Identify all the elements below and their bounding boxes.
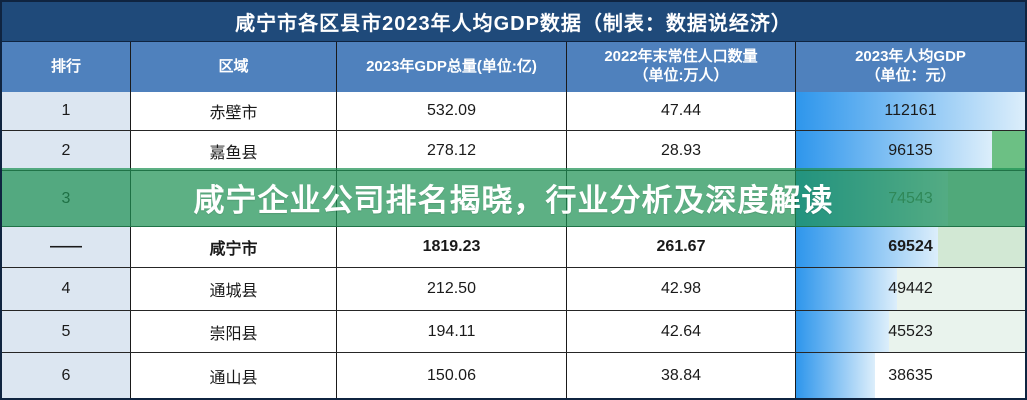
gdp-cell: 532.09 <box>337 92 567 130</box>
title-bar: 咸宁市各区县市2023年人均GDP数据（制表：数据说经济） <box>2 2 1025 42</box>
population-cell: 261.67 <box>567 227 796 267</box>
per-capita-cell: 45523 <box>796 311 1025 352</box>
column-header-per-capita: 2023年人均GDP （单位：元） <box>855 48 966 84</box>
data-bar <box>796 227 938 267</box>
promo-banner-overlay: 咸宁企业公司排名揭晓，行业分析及深度解读 <box>2 168 1025 227</box>
per-capita-cell: 38635 <box>796 353 1025 398</box>
column-header-region: 区域 <box>131 42 337 92</box>
table-header-row: 排行 区域 2023年GDP总量(单位:亿) 2022年末常住人口数量 （单位:… <box>2 42 1025 92</box>
per-capita-cell: 49442 <box>796 268 1025 310</box>
data-bar <box>796 311 889 352</box>
per-capita-cell: 69524 <box>796 227 1025 267</box>
data-bar <box>796 353 875 398</box>
region-cell: 赤壁市 <box>131 92 337 130</box>
population-cell: 38.84 <box>567 353 796 398</box>
table-row: 5 崇阳县 194.11 42.64 45523 <box>2 311 1025 353</box>
rank-cell: 5 <box>2 311 131 352</box>
table-row: 6 通山县 150.06 38.84 38635 <box>2 353 1025 398</box>
gdp-cell: 212.50 <box>337 268 567 310</box>
data-bar <box>796 268 897 310</box>
region-cell: 通山县 <box>131 353 337 398</box>
gdp-cell: 150.06 <box>337 353 567 398</box>
population-cell: 42.64 <box>567 311 796 352</box>
population-cell: 47.44 <box>567 92 796 130</box>
region-cell: 咸宁市 <box>131 227 337 267</box>
rank-cell: 1 <box>2 92 131 130</box>
table-row: 1 赤壁市 532.09 47.44 112161 <box>2 92 1025 131</box>
data-bar <box>796 92 1025 130</box>
column-header-gdp: 2023年GDP总量(单位:亿) <box>337 42 567 92</box>
gdp-cell: 1819.23 <box>337 227 567 267</box>
region-cell: 崇阳县 <box>131 311 337 352</box>
rank-cell: 4 <box>2 268 131 310</box>
page-title: 咸宁市各区县市2023年人均GDP数据（制表：数据说经济） <box>235 13 792 35</box>
region-cell: 嘉鱼县 <box>131 131 337 170</box>
region-cell: 通城县 <box>131 268 337 310</box>
table-row: 4 通城县 212.50 42.98 49442 <box>2 268 1025 311</box>
rank-cell: 6 <box>2 353 131 398</box>
table-row: 2 嘉鱼县 278.12 28.93 96135 <box>2 131 1025 171</box>
per-capita-cell: 96135 <box>796 131 1025 170</box>
per-capita-cell: 112161 <box>796 92 1025 130</box>
rank-cell: 2 <box>2 131 131 170</box>
table-row: —— 咸宁市 1819.23 261.67 69524 <box>2 227 1025 268</box>
rank-cell: —— <box>2 227 131 267</box>
data-bar <box>796 131 993 170</box>
promo-banner-text: 咸宁企业公司排名揭晓，行业分析及深度解读 <box>193 183 834 218</box>
column-header-population: 2022年末常住人口数量 （单位:万人） <box>567 42 796 92</box>
population-cell: 42.98 <box>567 268 796 310</box>
gdp-cell: 194.11 <box>337 311 567 352</box>
column-header-rank: 排行 <box>2 42 131 92</box>
gdp-cell: 278.12 <box>337 131 567 170</box>
population-cell: 28.93 <box>567 131 796 170</box>
